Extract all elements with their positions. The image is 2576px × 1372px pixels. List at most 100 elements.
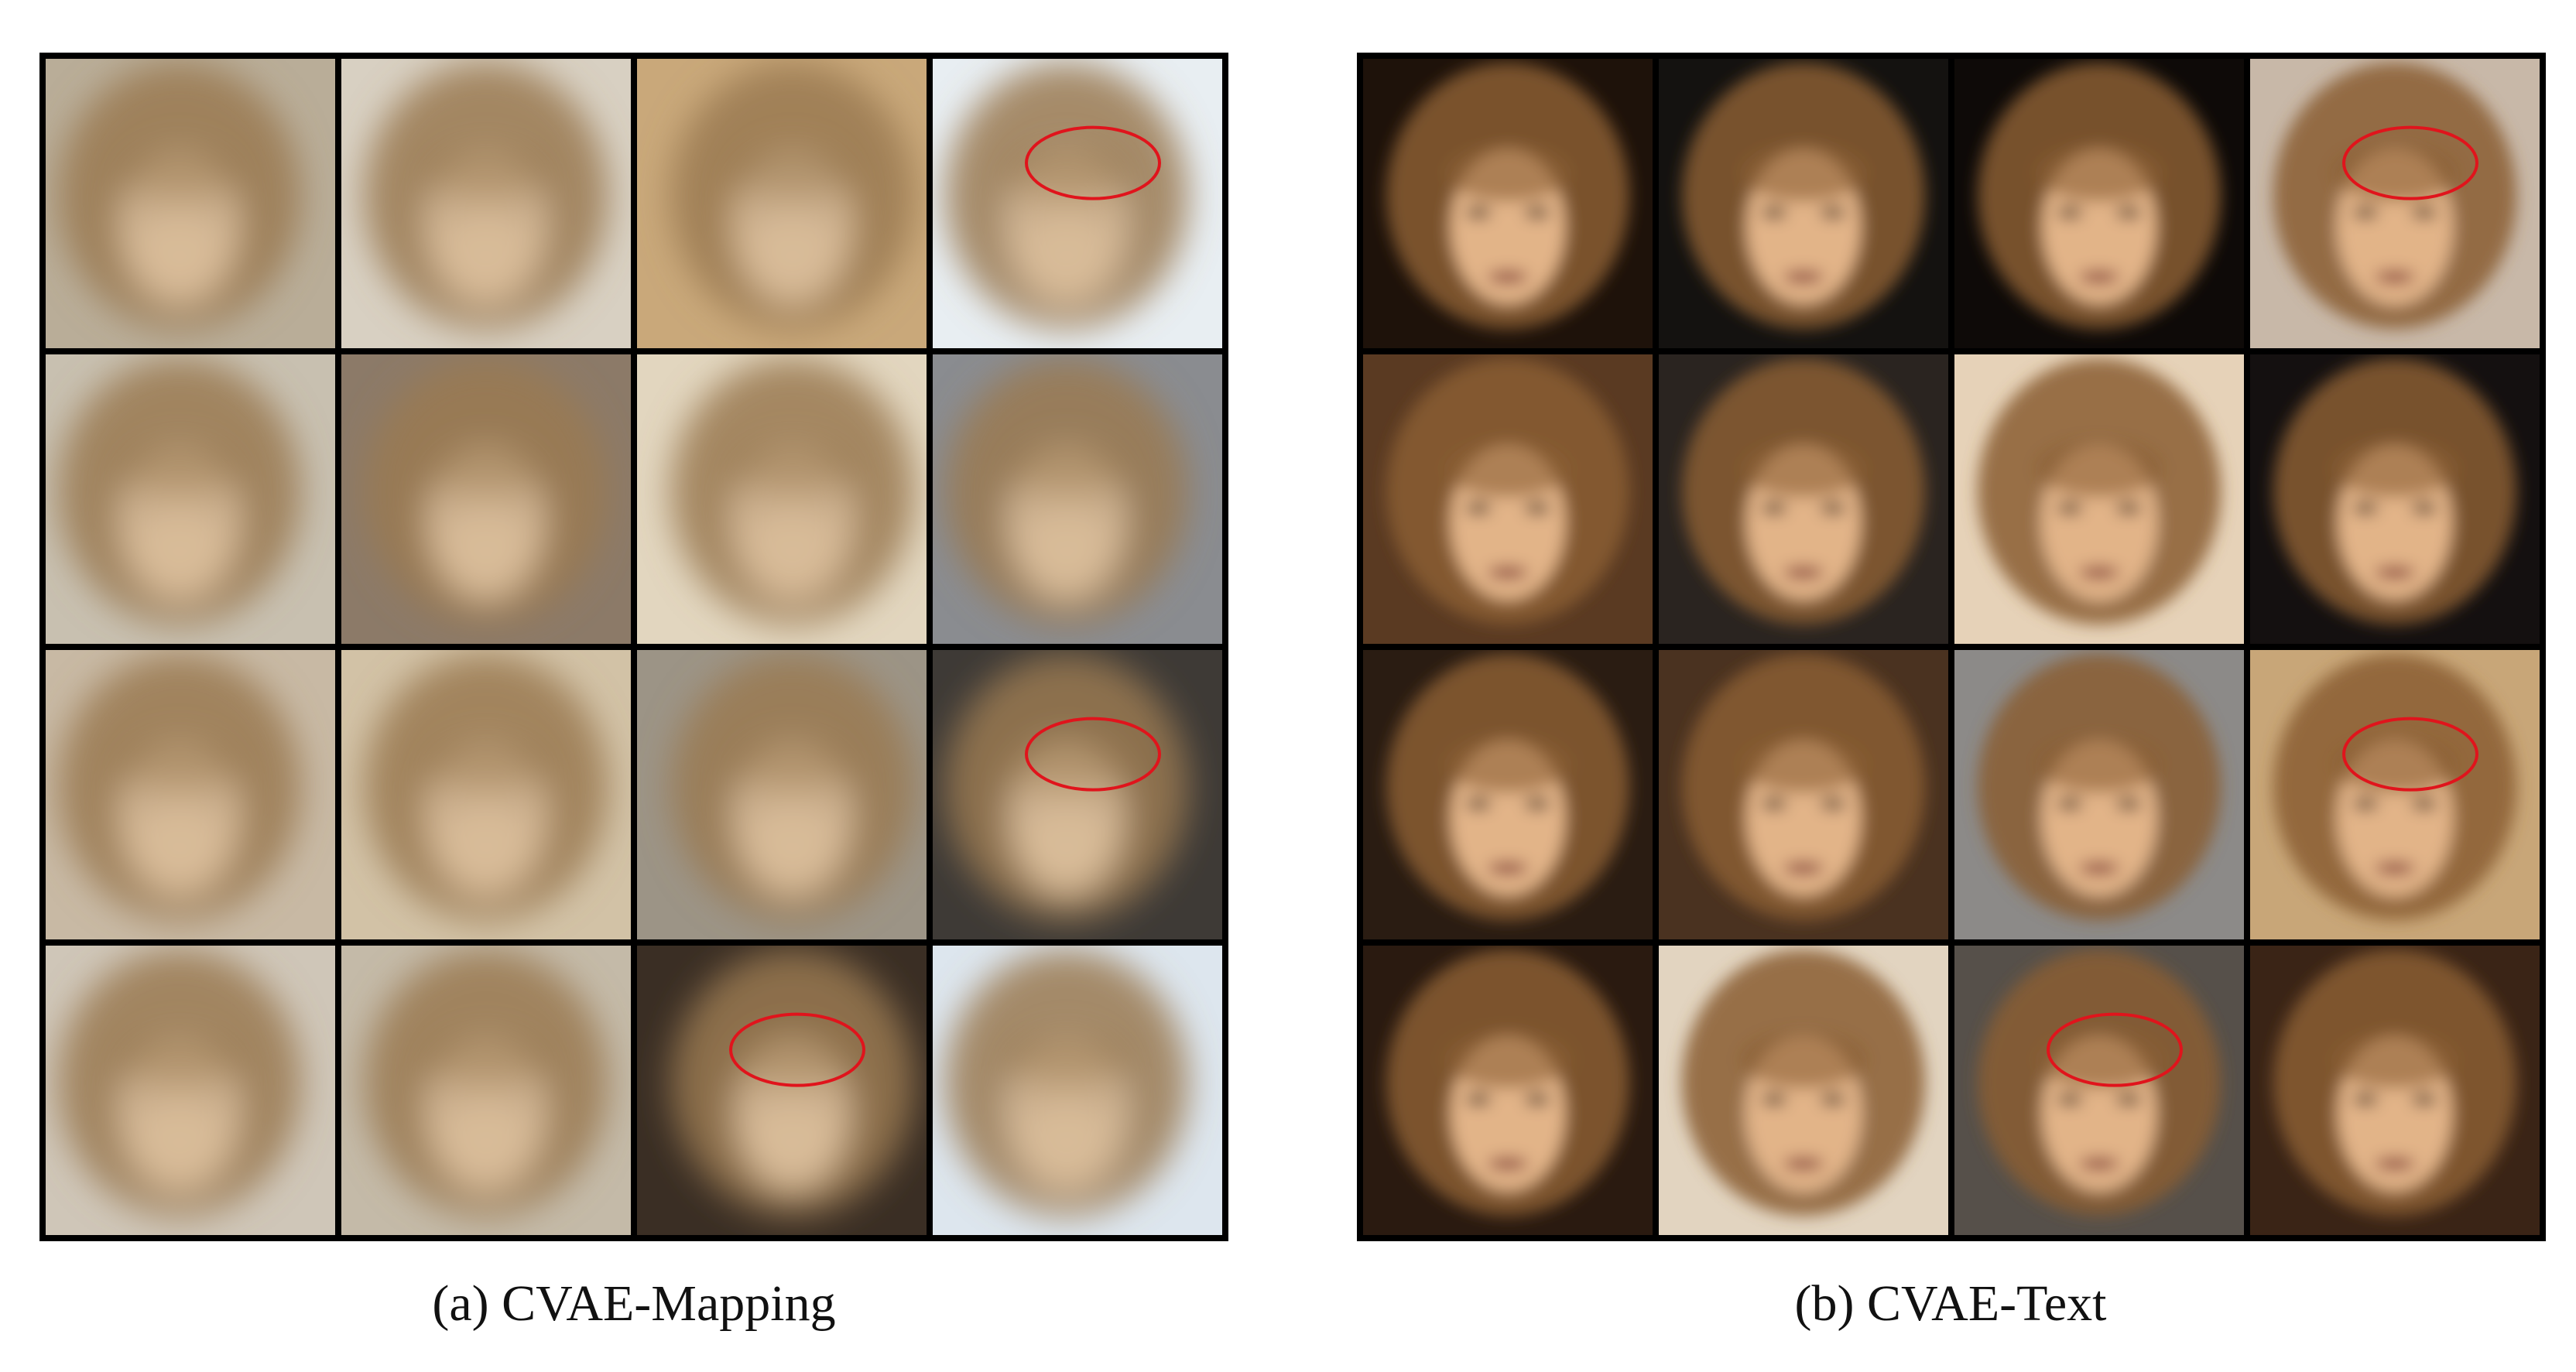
forehead bbox=[1739, 734, 1868, 793]
face bbox=[2273, 62, 2517, 330]
face bbox=[944, 949, 1189, 1216]
eye bbox=[2057, 1094, 2082, 1105]
highlight-oval bbox=[1025, 717, 1161, 792]
eye bbox=[2412, 1094, 2437, 1105]
face-image bbox=[1363, 59, 1653, 348]
face bbox=[364, 62, 608, 330]
forehead bbox=[1739, 1030, 1868, 1089]
face bbox=[57, 358, 302, 625]
eye bbox=[2353, 799, 2378, 809]
eye bbox=[2057, 207, 2082, 218]
eye bbox=[1821, 503, 1845, 514]
mouth bbox=[2079, 862, 2119, 874]
forehead bbox=[1739, 143, 1868, 202]
forehead bbox=[1002, 143, 1131, 202]
eye bbox=[754, 505, 776, 515]
face-image bbox=[341, 59, 631, 348]
mouth bbox=[1488, 1158, 1528, 1170]
eye bbox=[810, 505, 831, 515]
face bbox=[1977, 62, 2221, 330]
eye bbox=[141, 505, 163, 515]
face-image bbox=[46, 650, 335, 939]
face-image bbox=[1954, 59, 2244, 348]
mouth bbox=[2375, 1158, 2415, 1170]
eye bbox=[1762, 503, 1786, 514]
eye bbox=[447, 1097, 469, 1106]
face-image bbox=[2250, 650, 2540, 939]
face-image bbox=[46, 354, 335, 644]
mouth bbox=[2079, 566, 2119, 579]
image-grid bbox=[39, 53, 1228, 1241]
eye bbox=[197, 1097, 218, 1106]
eye bbox=[1525, 1094, 1550, 1105]
face bbox=[1386, 62, 1630, 330]
eye bbox=[2116, 207, 2141, 218]
face-image bbox=[46, 946, 335, 1235]
face-image bbox=[341, 946, 631, 1235]
eye bbox=[2116, 799, 2141, 809]
forehead bbox=[422, 439, 550, 498]
forehead bbox=[728, 734, 857, 793]
mouth bbox=[1488, 862, 1528, 874]
panel-caption: (a) CVAE-Mapping bbox=[432, 1275, 835, 1332]
eye bbox=[2412, 799, 2437, 809]
eye bbox=[1028, 210, 1050, 219]
face bbox=[57, 949, 302, 1216]
face-image bbox=[341, 650, 631, 939]
face bbox=[670, 358, 915, 625]
eye bbox=[1028, 505, 1050, 515]
face bbox=[57, 653, 302, 921]
eye bbox=[447, 210, 469, 219]
forehead bbox=[422, 143, 550, 202]
face bbox=[670, 62, 915, 330]
face-image bbox=[933, 354, 1222, 644]
eye bbox=[1084, 505, 1105, 515]
face-image bbox=[637, 354, 927, 644]
eye bbox=[197, 210, 218, 219]
eye bbox=[754, 801, 776, 810]
eye bbox=[2412, 207, 2437, 218]
eye bbox=[1821, 799, 1845, 809]
forehead bbox=[2331, 143, 2459, 202]
forehead bbox=[2331, 439, 2459, 498]
mouth bbox=[2079, 271, 2119, 283]
face bbox=[2273, 358, 2517, 625]
face-image bbox=[1659, 946, 1948, 1235]
highlight-oval bbox=[2047, 1012, 2183, 1087]
face-image bbox=[637, 946, 927, 1235]
forehead bbox=[2035, 1030, 2163, 1089]
face bbox=[1386, 949, 1630, 1216]
forehead bbox=[1444, 734, 1572, 793]
eye bbox=[503, 505, 525, 515]
mouth bbox=[2375, 566, 2415, 579]
face bbox=[1681, 62, 1926, 330]
face bbox=[1681, 653, 1926, 921]
face bbox=[364, 653, 608, 921]
face-image bbox=[2250, 946, 2540, 1235]
forehead bbox=[1444, 439, 1572, 498]
forehead bbox=[2331, 734, 2459, 793]
face-image bbox=[1954, 354, 2244, 644]
eye bbox=[447, 505, 469, 515]
eye bbox=[2116, 1094, 2141, 1105]
face-image bbox=[1363, 650, 1653, 939]
mouth bbox=[1488, 271, 1528, 283]
eye bbox=[1466, 503, 1491, 514]
forehead bbox=[115, 143, 244, 202]
forehead bbox=[2035, 439, 2163, 498]
eye bbox=[503, 210, 525, 219]
face bbox=[2273, 653, 2517, 921]
image-grid bbox=[1357, 53, 2546, 1241]
face bbox=[1681, 949, 1926, 1216]
forehead bbox=[422, 1030, 550, 1089]
mouth bbox=[2375, 862, 2415, 874]
eye bbox=[754, 210, 776, 219]
eye bbox=[2057, 799, 2082, 809]
eye bbox=[1821, 207, 1845, 218]
face bbox=[1977, 358, 2221, 625]
highlight-oval bbox=[1025, 125, 1161, 200]
face bbox=[1386, 358, 1630, 625]
eye bbox=[1525, 503, 1550, 514]
forehead bbox=[1444, 143, 1572, 202]
face-image bbox=[933, 946, 1222, 1235]
